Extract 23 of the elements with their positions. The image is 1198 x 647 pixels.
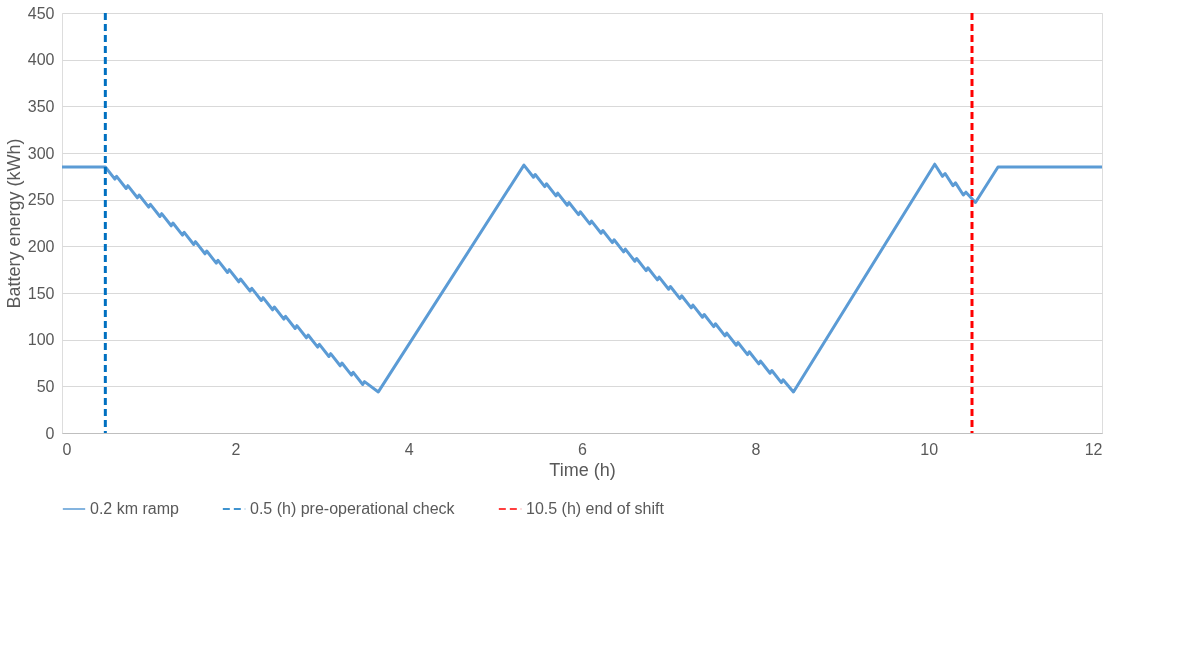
legend-label: 10.5 (h) end of shift: [526, 500, 665, 517]
y-tick-label: 450: [27, 4, 55, 22]
y-tick-label: 200: [27, 237, 55, 255]
y-tick-label: 300: [27, 144, 55, 162]
x-tick-label: 8: [751, 440, 761, 458]
y-tick-label: 400: [27, 51, 55, 69]
y-tick-label: 250: [27, 191, 55, 209]
y-tick-label: 50: [36, 377, 55, 395]
y-tick-label: 150: [27, 284, 55, 302]
x-tick-label: 12: [1084, 440, 1103, 458]
x-tick-label: 2: [231, 440, 241, 458]
x-axis-title: Time (h): [549, 459, 616, 480]
y-axis-title: Battery energy (kWh): [3, 138, 24, 309]
x-tick-label: 0: [62, 440, 72, 458]
legend-label: 0.2 km ramp: [90, 500, 180, 517]
x-tick-label: 6: [578, 440, 588, 458]
y-tick-label: 350: [27, 97, 55, 115]
x-tick-label: 4: [404, 440, 414, 458]
y-tick-label: 0: [45, 424, 55, 442]
y-tick-label: 100: [27, 331, 55, 349]
x-tick-label: 10: [920, 440, 939, 458]
line-series: [60, 162, 1104, 394]
legend-label: 0.5 (h) pre-operational check: [250, 500, 456, 517]
